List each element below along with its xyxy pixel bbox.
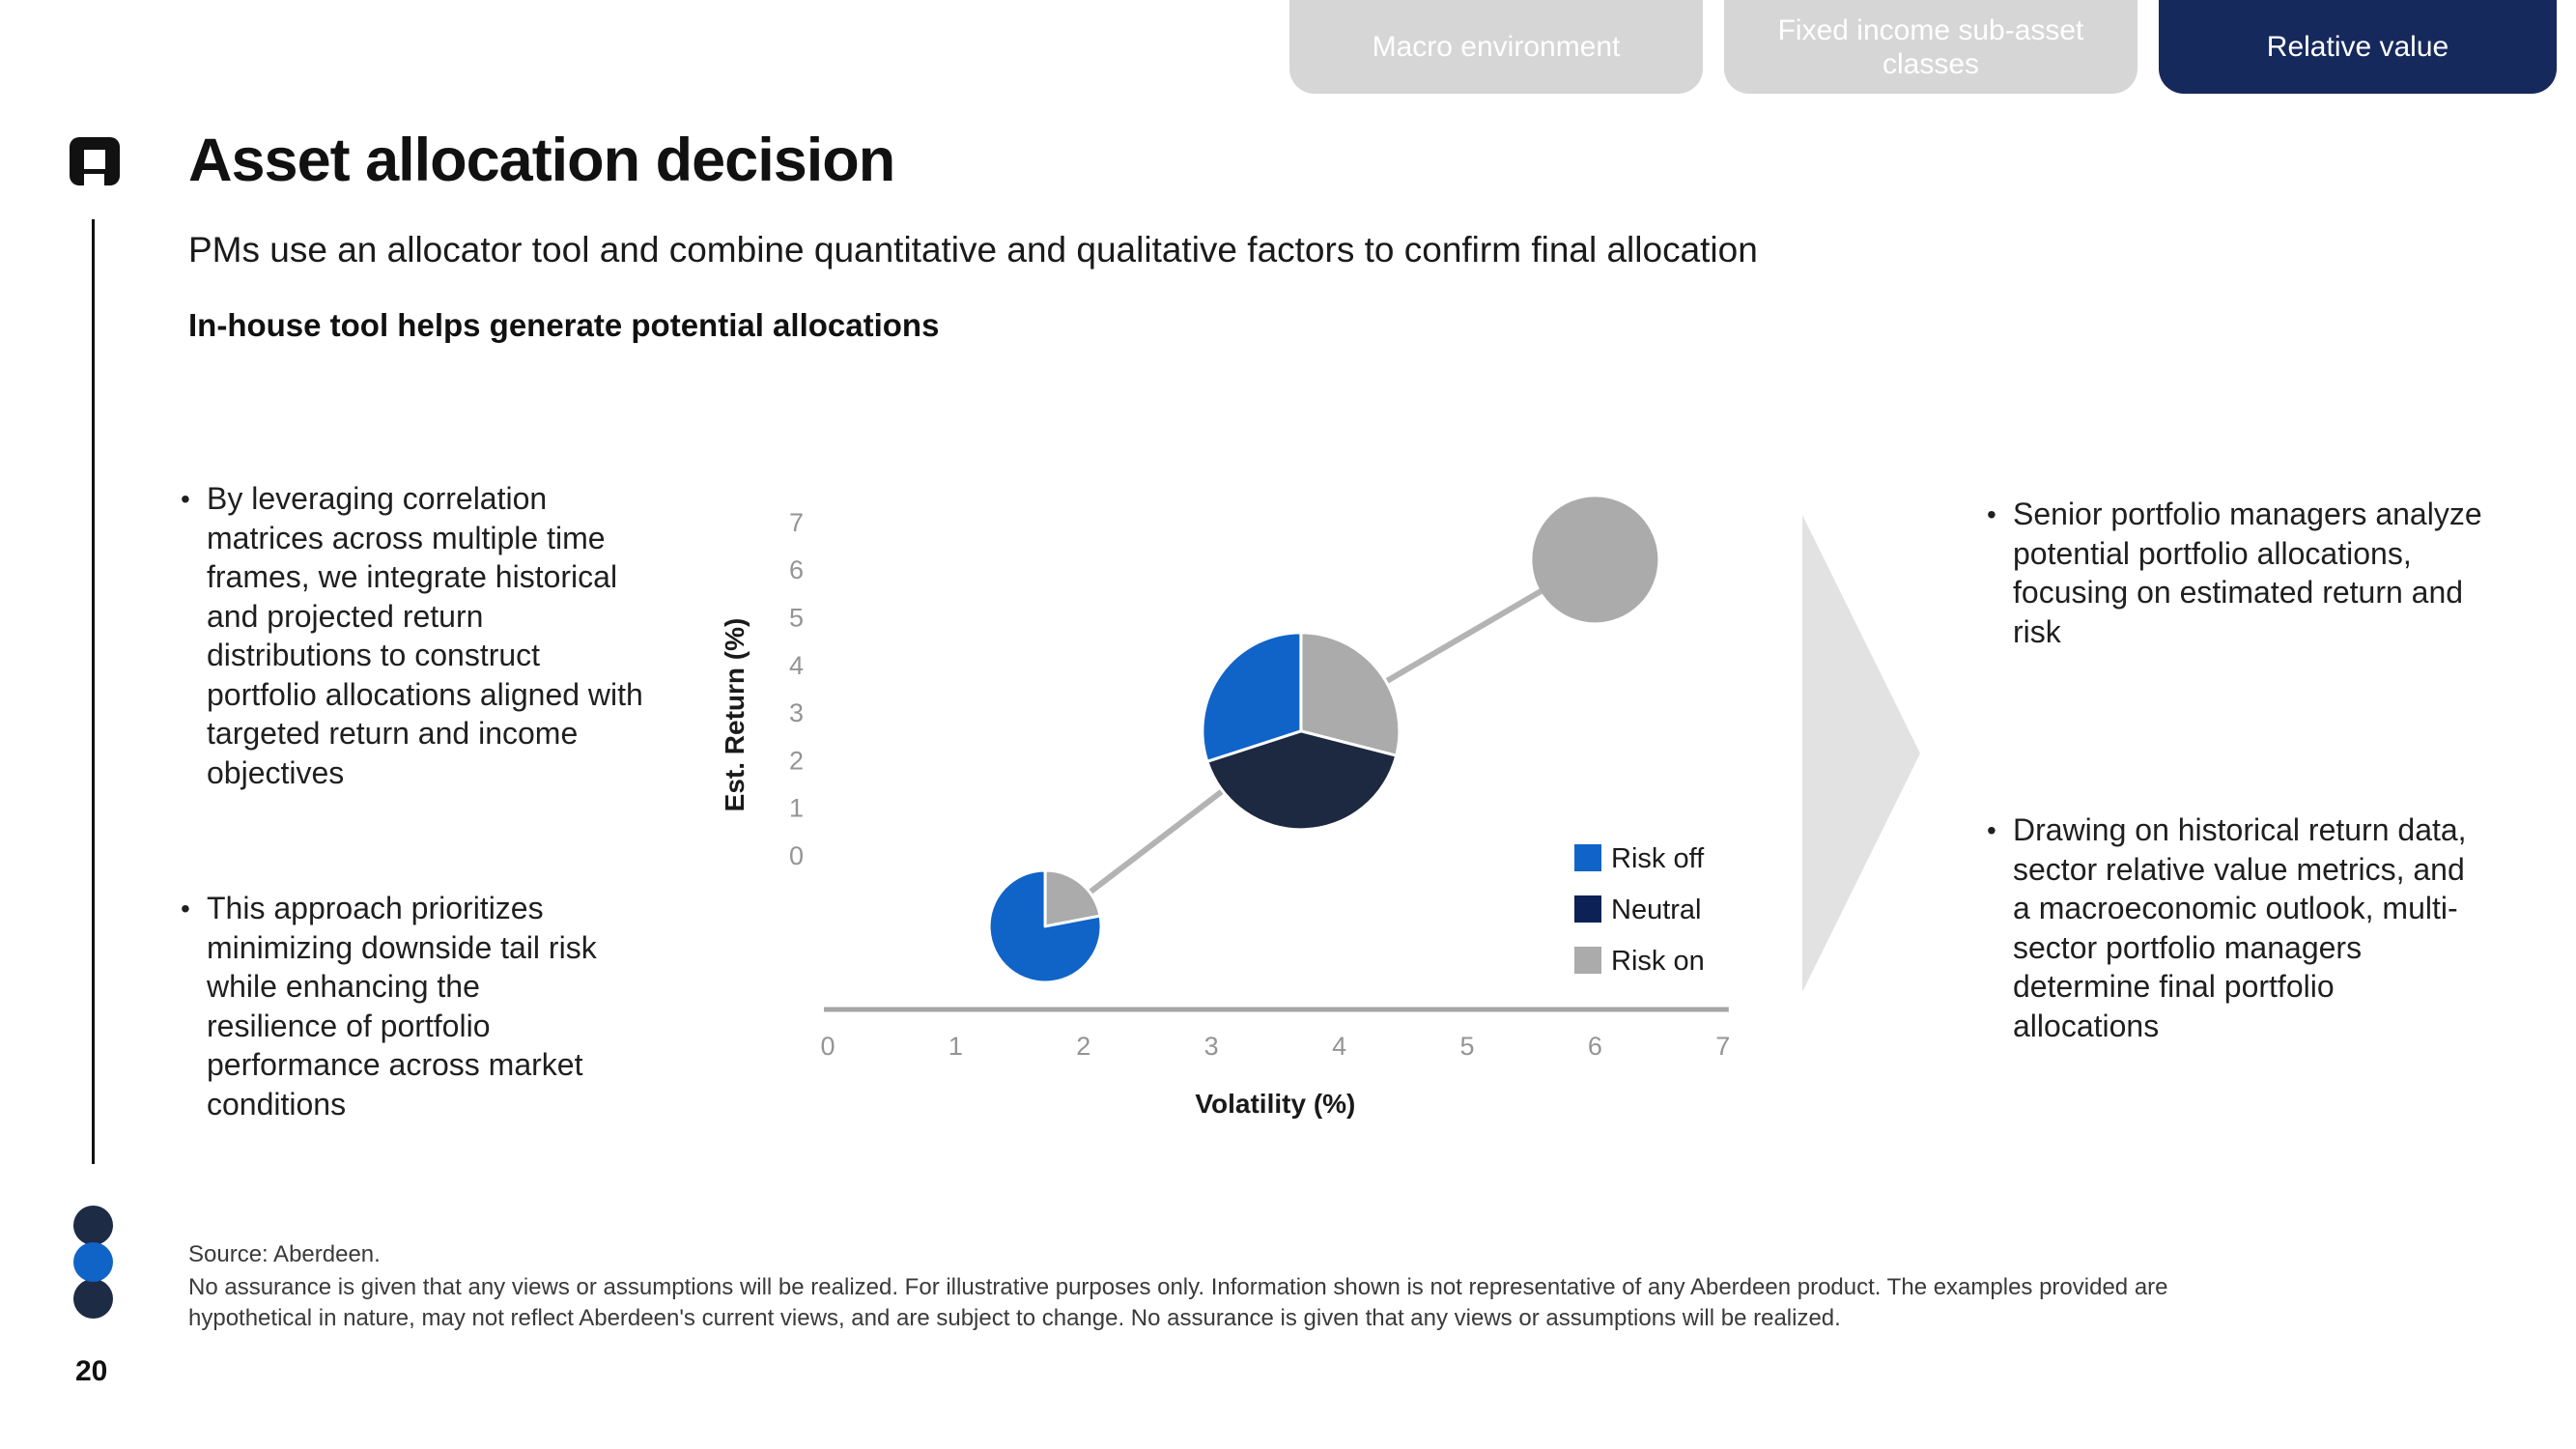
y-tick-label: 4 <box>789 651 804 680</box>
y-tick-label: 6 <box>789 555 804 584</box>
y-tick-label: 1 <box>789 794 804 823</box>
x-tick-label: 0 <box>820 1032 835 1061</box>
left-accent-line <box>92 219 95 1164</box>
y-tick-label: 3 <box>789 698 804 727</box>
source-note: Source: Aberdeen. <box>188 1241 381 1267</box>
y-tick-label: 0 <box>789 841 804 870</box>
list-item: This approach prioritizes minimizing dow… <box>181 889 736 1123</box>
x-tick-label: 4 <box>1332 1032 1346 1061</box>
page-title: Asset allocation decision <box>188 127 895 194</box>
section-heading: In-house tool helps generate potential a… <box>188 307 940 343</box>
tab-macro-environment[interactable]: Macro environment <box>1289 0 1703 94</box>
pie-slice-balanced-allocation <box>1205 729 1399 832</box>
top-tabs: Macro environment Fixed income sub-asset… <box>1289 0 2557 94</box>
x-tick-label: 6 <box>1588 1032 1602 1061</box>
disclaimer-text: No assurance is given that any views or … <box>188 1274 2168 1331</box>
aberdeen-logo <box>70 137 120 185</box>
right-bullet-list: Senior portfolio managers analyze potent… <box>1987 495 2566 1045</box>
page-subtitle: PMs use an allocator tool and combine qu… <box>188 230 1758 270</box>
pie-slice-balanced-allocation <box>1201 631 1303 763</box>
legend-swatch <box>1574 895 1601 923</box>
legend-label: Neutral <box>1611 895 1702 925</box>
footer: Source: Aberdeen. No assurance is given … <box>188 1239 2410 1334</box>
x-tick-label: 3 <box>1204 1032 1219 1061</box>
x-tick-label: 5 <box>1459 1032 1474 1061</box>
allocation-chart: 0 1 2 3 4 5 6 7 0 1 2 3 4 5 6 7 Volatility (%) Est. Retur… <box>715 483 1797 1159</box>
list-item: By leveraging correlation matrices acros… <box>181 479 736 792</box>
tab-fixed-income-sub-asset-classes[interactable]: Fixed income sub-asset classes <box>1724 0 2137 94</box>
pie-slice-low-risk-allocation <box>1043 868 1102 928</box>
y-tick-label: 7 <box>789 508 804 537</box>
legend-label: Risk on <box>1611 946 1705 977</box>
legend-swatch <box>1574 844 1601 871</box>
y-tick-label: 5 <box>789 604 804 633</box>
pie-bubble-high-risk-allocation <box>1532 497 1658 623</box>
pie-slice-balanced-allocation <box>1299 631 1401 757</box>
legend-swatch <box>1574 947 1601 974</box>
allocation-chart-svg: 0 1 2 3 4 5 6 7 0 1 2 3 4 5 6 7 Volatility (%) Est. Retur… <box>720 497 1730 1119</box>
x-tick-label: 2 <box>1076 1032 1090 1061</box>
pie-slice-low-risk-allocation <box>987 868 1103 984</box>
page-number: 20 <box>75 1355 108 1387</box>
x-axis-title: Volatility (%) <box>1195 1089 1355 1119</box>
y-axis-title: Est. Return (%) <box>720 618 750 812</box>
dot-navy-top <box>73 1206 113 1245</box>
x-tick-label: 1 <box>948 1032 963 1061</box>
left-bullet-list: By leveraging correlation matrices acros… <box>181 479 736 1123</box>
tab-relative-value[interactable]: Relative value <box>2159 0 2557 94</box>
brand-dots <box>73 1206 113 1319</box>
y-tick-label: 2 <box>789 746 804 775</box>
x-tick-label: 7 <box>1715 1032 1730 1061</box>
list-item: Drawing on historical return data, secto… <box>1987 810 2566 1045</box>
right-arrow-shape <box>1802 515 1920 992</box>
dot-navy-bottom <box>73 1279 113 1319</box>
dot-blue-middle <box>73 1242 113 1282</box>
legend-label: Risk off <box>1611 843 1705 874</box>
list-item: Senior portfolio managers analyze potent… <box>1987 495 2566 651</box>
